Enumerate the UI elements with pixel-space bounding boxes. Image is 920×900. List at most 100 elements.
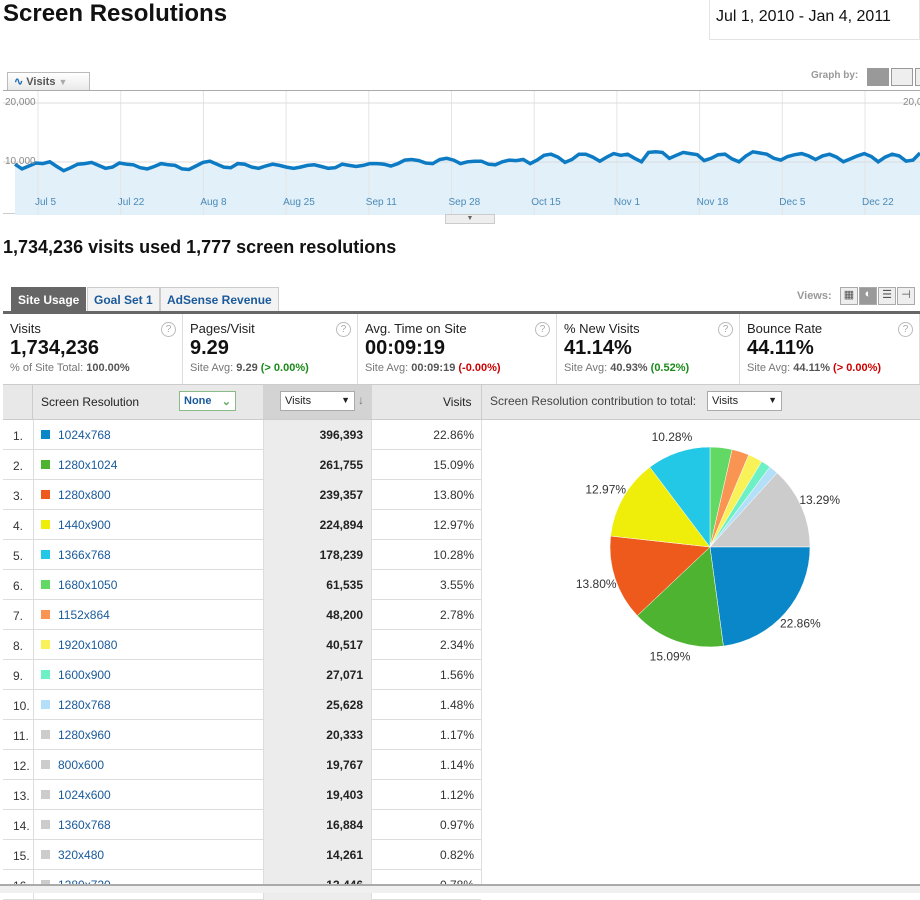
visits-percent: 0.82% (439, 848, 474, 862)
site-avg-delta: (> 0.00%) (260, 362, 309, 374)
contribution-label: Screen Resolution contribution to total: (490, 394, 697, 408)
secondary-dimension-select[interactable]: None ⌄ (179, 391, 236, 411)
help-icon[interactable]: ? (718, 322, 733, 337)
table-row: 10. 1280x768 25,628 1.48% (3, 690, 481, 720)
graph-by-week-button[interactable] (891, 68, 913, 86)
row-number: 6. (13, 579, 24, 593)
graph-by-month-button[interactable] (915, 68, 920, 86)
resolution-link[interactable]: 320x480 (58, 848, 105, 862)
contribution-metric-value: Visits (712, 395, 739, 407)
resolution-link[interactable]: 1280x800 (58, 488, 111, 502)
y-axis-label-mid: 10,000 (5, 156, 36, 167)
resolution-link[interactable]: 1280x1024 (58, 458, 118, 472)
graph-by-label: Graph by: (811, 70, 859, 81)
metric-bounce-rate: Bounce Rate 44.11% Site Avg: 44.11% (> 0… (740, 314, 920, 384)
help-icon[interactable]: ? (336, 322, 351, 337)
graph-metric-selector[interactable]: ∿ Visits ▼ (7, 72, 90, 91)
metric--new-visits: % New Visits 41.14% Site Avg: 40.93% (0.… (557, 314, 740, 384)
metric-site-avg: % of Site Total: 100.00% (10, 362, 175, 374)
table-row: 7. 1152x864 48,200 2.78% (3, 600, 481, 630)
metric-site-avg: Site Avg: 44.11% (> 0.00%) (747, 362, 912, 374)
visits-column-header[interactable]: Visits (443, 395, 472, 409)
resolution-link[interactable]: 1600x900 (58, 668, 111, 682)
graph-resize-handle[interactable]: ▼ (445, 214, 495, 224)
metric-label: Bounce Rate (747, 321, 823, 336)
comparison-view-icon[interactable]: ⊣ (897, 287, 915, 305)
site-avg-label: Site Avg: (564, 362, 611, 374)
color-swatch (41, 850, 50, 859)
x-axis-label: Jul 5 (35, 197, 57, 208)
row-number: 7. (13, 609, 24, 623)
sort-descending-icon[interactable]: ↓ (358, 393, 364, 407)
visits-percent: 22.86% (433, 428, 474, 442)
visits-percent: 12.97% (433, 518, 474, 532)
visits-percent: 13.80% (433, 488, 474, 502)
pie-view-icon[interactable]: ◐ (859, 287, 877, 305)
pie-slice-1280x800 (609, 535, 711, 617)
metric-value: 1,734,236 (10, 337, 99, 359)
performance-view-icon[interactable]: ☰ (878, 287, 896, 305)
row-number: 8. (13, 639, 24, 653)
color-swatch (41, 520, 50, 529)
visits-percent: 3.55% (439, 578, 474, 592)
pie-slice-1440x900 (610, 466, 711, 548)
graph-by-day-button[interactable] (867, 68, 889, 86)
contribution-metric-select[interactable]: Visits ▼ (707, 391, 782, 411)
resolution-link[interactable]: 1024x600 (58, 788, 111, 802)
table-row: 2. 1280x1024 261,755 15.09% (3, 450, 481, 480)
resolution-link[interactable]: 1280x768 (58, 698, 111, 712)
resolution-link[interactable]: 1024x768 (58, 428, 111, 442)
row-number: 1. (13, 429, 24, 443)
resolution-link[interactable]: 1680x1050 (58, 578, 118, 592)
visits-line (14, 149, 920, 173)
site-avg-value: 40.93% (610, 362, 648, 374)
site-avg-value: 9.29 (236, 362, 258, 374)
site-avg-label: Site Avg: (190, 362, 237, 374)
row-number: 2. (13, 459, 24, 473)
help-icon[interactable]: ? (161, 322, 176, 337)
row-number: 10. (13, 699, 30, 713)
pie-slice-1366x768 (649, 446, 711, 548)
color-swatch (41, 490, 50, 499)
resolution-link[interactable]: 1920x1080 (58, 638, 118, 652)
table-row: 12. 800x600 19,767 1.14% (3, 750, 481, 780)
visits-percent: 1.12% (439, 788, 474, 802)
resolution-link[interactable]: 1360x768 (58, 818, 111, 832)
visits-value: 61,535 (263, 570, 372, 600)
visits-value: 16,884 (263, 810, 372, 840)
x-axis-label: Nov 1 (613, 197, 641, 208)
visits-value: 396,393 (263, 420, 372, 450)
color-swatch (41, 790, 50, 799)
help-icon[interactable]: ? (898, 322, 913, 337)
table-row: 8. 1920x1080 40,517 2.34% (3, 630, 481, 660)
resolution-link[interactable]: 800x600 (58, 758, 105, 772)
tab-adsense-revenue[interactable]: AdSense Revenue (160, 287, 279, 311)
visits-value: 14,261 (263, 840, 372, 870)
page-title: Screen Resolutions (3, 0, 228, 27)
row-number: 5. (13, 549, 24, 563)
color-swatch (41, 700, 50, 709)
color-swatch (41, 460, 50, 469)
site-avg-label: Site Avg: (365, 362, 412, 374)
table-view-icon[interactable]: ▦ (840, 287, 858, 305)
dimension-header[interactable]: Screen Resolution (41, 395, 140, 409)
metric-value: 41.14% (564, 337, 632, 359)
resolution-link[interactable]: 1440x900 (58, 518, 111, 532)
sort-metric-select[interactable]: Visits ▼ (280, 391, 355, 411)
date-range-picker[interactable]: Jul 1, 2010 - Jan 4, 2011 (709, 0, 920, 40)
visits-value: 48,200 (263, 600, 372, 630)
horizontal-scrollbar[interactable] (0, 884, 920, 893)
pie-slice-1024x768 (709, 546, 811, 647)
help-icon[interactable]: ? (535, 322, 550, 337)
tab-site-usage[interactable]: Site Usage (11, 287, 87, 311)
color-swatch (41, 430, 50, 439)
resolution-link[interactable]: 1152x864 (58, 608, 110, 622)
table-row: 11. 1280x960 20,333 1.17% (3, 720, 481, 750)
resolution-link[interactable]: 1366x768 (58, 548, 111, 562)
visits-value: 19,403 (263, 780, 372, 810)
resolution-link[interactable]: 1280x960 (58, 728, 111, 742)
views-label: Views: (797, 290, 832, 302)
metric-label: Avg. Time on Site (365, 321, 467, 336)
tab-goal-set-1[interactable]: Goal Set 1 (87, 287, 160, 311)
metric-site-avg: Site Avg: 9.29 (> 0.00%) (190, 362, 350, 374)
